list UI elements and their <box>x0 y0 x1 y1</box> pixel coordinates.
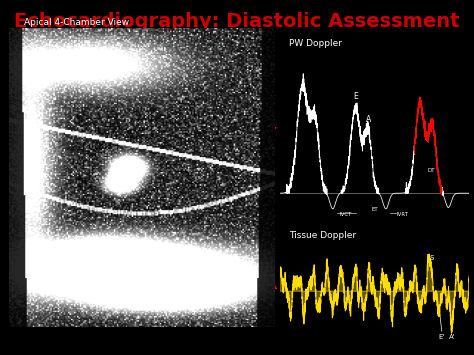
Text: IVRT: IVRT <box>397 212 409 217</box>
Text: A': A' <box>449 334 456 340</box>
Text: E': E' <box>438 334 445 340</box>
Text: S: S <box>429 255 434 261</box>
Text: RA: RA <box>40 244 50 253</box>
Text: RV: RV <box>37 144 48 154</box>
Text: E: E <box>353 92 358 101</box>
Text: IVCT: IVCT <box>340 212 352 217</box>
Text: Echocardiography: Diastolic Assessment: Echocardiography: Diastolic Assessment <box>14 12 460 32</box>
Text: DT: DT <box>428 168 435 173</box>
Text: A: A <box>366 115 371 124</box>
Text: LV: LV <box>155 105 163 115</box>
Text: LA: LA <box>147 244 156 253</box>
Text: Septum: Septum <box>87 81 117 90</box>
Bar <box>126 186 152 206</box>
Text: Apical 4-Chamber View: Apical 4-Chamber View <box>24 18 129 27</box>
Text: PW Doppler: PW Doppler <box>289 39 342 48</box>
Text: ET: ET <box>371 207 378 212</box>
Text: Tissue Doppler: Tissue Doppler <box>289 231 356 240</box>
Bar <box>126 156 152 178</box>
